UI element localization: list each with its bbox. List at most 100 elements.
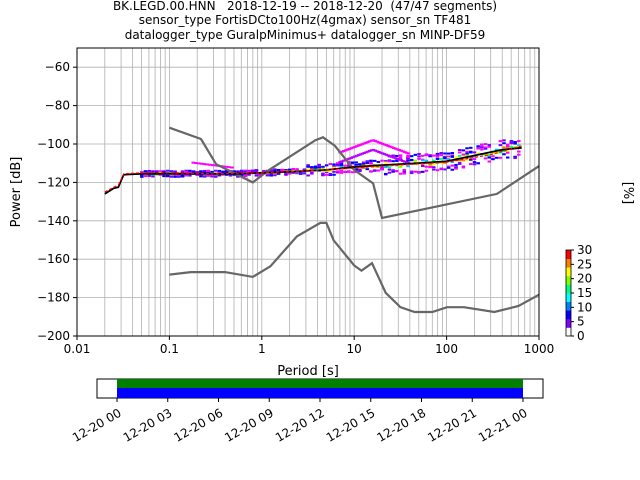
heatmap-cell [387, 166, 392, 169]
heatmap-cell [306, 165, 310, 168]
heatmap-cell [465, 150, 469, 153]
heatmap-cell [483, 146, 488, 149]
heatmap-cell [513, 156, 517, 159]
heatmap-cell [432, 154, 436, 157]
heatmap-cell [151, 170, 155, 173]
series-lines [104, 126, 540, 314]
colorbar-segment [566, 288, 571, 292]
heatmap-cell [217, 169, 222, 172]
heatmap-cell [509, 146, 514, 149]
heatmap-cell [225, 173, 229, 176]
heatmap-cell [379, 142, 383, 145]
heatmap-cell [197, 162, 201, 165]
heatmap-cell [435, 169, 440, 172]
heatmap-cell [276, 172, 281, 175]
heatmap-cell [371, 148, 376, 151]
heatmap-cell [420, 154, 425, 157]
heatmap-cell [377, 151, 381, 154]
heatmap-cell [443, 156, 447, 159]
heatmap-cell [424, 159, 429, 162]
heatmap-cell [428, 154, 432, 157]
heatmap-cell [221, 165, 226, 168]
heatmap-cell [472, 163, 477, 166]
heatmap-cell [483, 143, 488, 146]
heatmap-cell [254, 169, 259, 172]
heatmap-cell [354, 168, 358, 171]
colorbar-segment [566, 305, 571, 309]
heatmap-cell [254, 174, 259, 177]
heatmap-cell [502, 150, 506, 153]
x-tick-label: 0.1 [160, 342, 179, 356]
heatmap-cell [361, 161, 366, 164]
series-median [104, 146, 522, 195]
colorbar-segment [566, 267, 571, 270]
heatmap-cell [243, 174, 248, 177]
heatmap-cell [465, 147, 469, 150]
colorbar-segment [566, 254, 571, 257]
heatmap-cell [338, 161, 342, 164]
heatmap-cell [487, 144, 492, 147]
heatmap-cell [165, 174, 170, 177]
colorbar-segment [566, 252, 571, 255]
heatmap-cell [295, 168, 299, 171]
heatmap-cell [342, 150, 346, 153]
heatmap-cell [310, 171, 314, 174]
heatmap-cell [340, 160, 344, 163]
heatmap-cell [180, 175, 185, 178]
heatmap-cell [432, 163, 436, 166]
colorbar-tick-label: 25 [577, 257, 592, 271]
series-mode-trace [104, 145, 522, 193]
heatmap-cell [513, 140, 517, 143]
heatmap-cell [403, 160, 407, 163]
heatmap-cell [446, 158, 451, 161]
heatmap-cell [406, 159, 410, 162]
colorbar-segment [566, 323, 571, 326]
heatmap-cell [417, 171, 421, 174]
heatmap-cell [417, 157, 421, 160]
timeline-tick-label: 12-20 15 [324, 406, 378, 445]
heatmap-cell [206, 174, 211, 177]
heatmap-cell [366, 150, 370, 153]
heatmap-cell [487, 145, 492, 148]
heatmap-cell [372, 159, 377, 162]
heatmap-cell [480, 146, 484, 149]
heatmap-cell [202, 163, 207, 166]
colorbar-tick-label: 5 [577, 315, 585, 329]
heatmap-cell [353, 155, 357, 158]
heatmap-cell [443, 152, 447, 155]
heatmap-cell [483, 157, 488, 160]
heatmap-cell [373, 140, 377, 143]
axis-ticks: 0.01 0.1 1 10 100 1000 −60 −80 −100 −120 −140 −160 −… [37, 60, 554, 356]
heatmap-cell [328, 162, 333, 165]
heatmap-cell [358, 163, 362, 166]
heatmap-cell [199, 162, 204, 165]
heatmap-cell [173, 175, 177, 178]
heatmap-cell [487, 160, 492, 163]
heatmap-cell [428, 155, 432, 158]
heatmap-cell [362, 152, 366, 155]
heatmap-cell [349, 147, 353, 150]
heatmap-cell [225, 171, 229, 174]
heatmap-cell [432, 166, 436, 169]
timeline-tick-label: 12-21 00 [476, 406, 530, 445]
heatmap-cell [349, 156, 353, 159]
heatmap-cell [457, 159, 462, 162]
heatmap-cell [335, 170, 340, 173]
timeline-tick-label: 12-20 21 [425, 406, 479, 445]
heatmap-cell [409, 155, 414, 158]
heatmap-cell [454, 156, 458, 159]
heatmap-cell [250, 169, 255, 172]
heatmap-cell [509, 140, 514, 143]
colorbar-tick-label: 0 [577, 329, 585, 343]
heatmap-cell [317, 165, 321, 168]
heatmap-cell [254, 170, 259, 173]
heatmap-cell [354, 163, 358, 166]
heatmap-cell [310, 166, 314, 169]
heatmap-cell [351, 146, 355, 149]
colorbar-segment [566, 256, 571, 259]
heatmap-cell [375, 150, 379, 153]
heatmap-cell [391, 160, 395, 163]
heatmap-cell [428, 163, 432, 166]
heatmap-cell [382, 143, 387, 146]
heatmap-cell [454, 167, 458, 170]
